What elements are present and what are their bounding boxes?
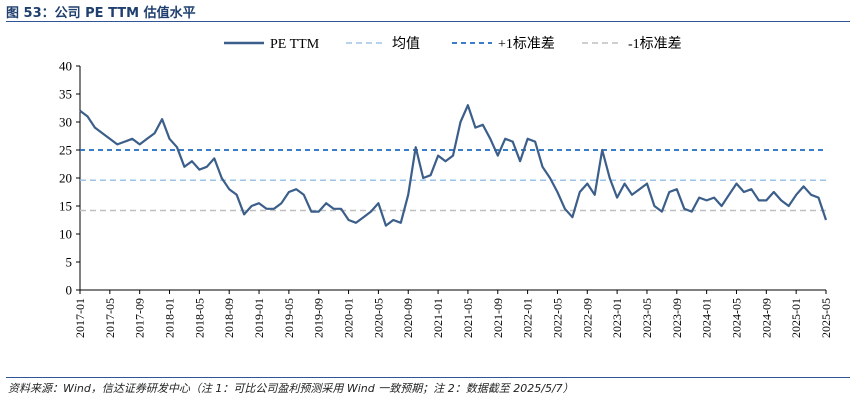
x-tick-label: 2019-09 [312, 298, 326, 338]
legend-pe-ttm-label: PE TTM [270, 37, 320, 52]
x-tick-label: 2019-01 [252, 298, 266, 338]
x-tick-label: 2020-09 [401, 298, 415, 338]
y-tick-label: 35 [59, 87, 72, 102]
x-tick-label: 2023-05 [640, 298, 654, 338]
title-rule [6, 21, 850, 22]
y-tick-label: 40 [59, 59, 72, 74]
x-tick-label: 2022-05 [550, 298, 564, 338]
x-axis: 2017-01 2017-05 2017-09 2018-01 2018-05 2018-… [73, 289, 833, 338]
y-tick-label: 0 [66, 283, 73, 298]
x-tick-label: 2017-01 [73, 298, 87, 338]
y-tick-label: 25 [59, 143, 72, 158]
x-tick-label: 2018-01 [163, 298, 177, 338]
x-tick-label: 2022-09 [580, 298, 594, 338]
legend-minus1-std-label: -1标准差 [628, 36, 682, 52]
x-tick-label: 2018-09 [222, 298, 236, 338]
series-lines [79, 104, 828, 227]
figure-title: 图 53：公司 PE TTM 估值水平 [6, 6, 196, 21]
x-tick-label: 2024-01 [700, 298, 714, 338]
x-tick-label: 2019-05 [282, 298, 296, 338]
reference-lines [80, 149, 826, 212]
x-tick-label: 2021-05 [461, 298, 475, 338]
legend-mean-label: 均值 [392, 36, 420, 52]
x-tick-label: 2023-09 [670, 298, 684, 338]
x-tick-label: 2025-01 [789, 298, 803, 338]
source-note: 资料来源：Wind，信达证券研发中心（注 1：可比公司盈利预测采用 Wind 一… [8, 382, 574, 395]
legend: PE TTM 均值 +1标准差 -1标准差 [224, 36, 682, 52]
y-tick-label: 30 [59, 115, 72, 130]
y-tick-label: 15 [59, 199, 72, 214]
pe-ttm-line [79, 104, 828, 227]
y-tick-label: 20 [59, 171, 72, 186]
x-tick-label: 2022-01 [521, 298, 535, 338]
y-axis: 0 5 10 15 20 25 30 35 40 [59, 59, 81, 298]
x-tick-label: 2017-05 [103, 298, 117, 338]
legend-plus1-std-label: +1标准差 [498, 36, 555, 52]
x-tick-label: 2018-05 [192, 298, 206, 338]
x-tick-label: 2020-05 [371, 298, 385, 338]
x-tick-label: 2020-01 [342, 298, 356, 338]
source-rule [6, 377, 850, 378]
x-tick-label: 2017-09 [133, 298, 147, 338]
x-tick-label: 2021-01 [431, 298, 445, 338]
x-tick-label: 2021-09 [491, 298, 505, 338]
x-tick-label: 2024-09 [759, 298, 773, 338]
x-tick-label: 2023-01 [610, 298, 624, 338]
x-tick-label: 2025-05 [819, 298, 833, 338]
y-tick-label: 10 [59, 227, 72, 242]
x-tick-label: 2024-05 [729, 298, 743, 338]
y-tick-label: 5 [66, 255, 73, 270]
